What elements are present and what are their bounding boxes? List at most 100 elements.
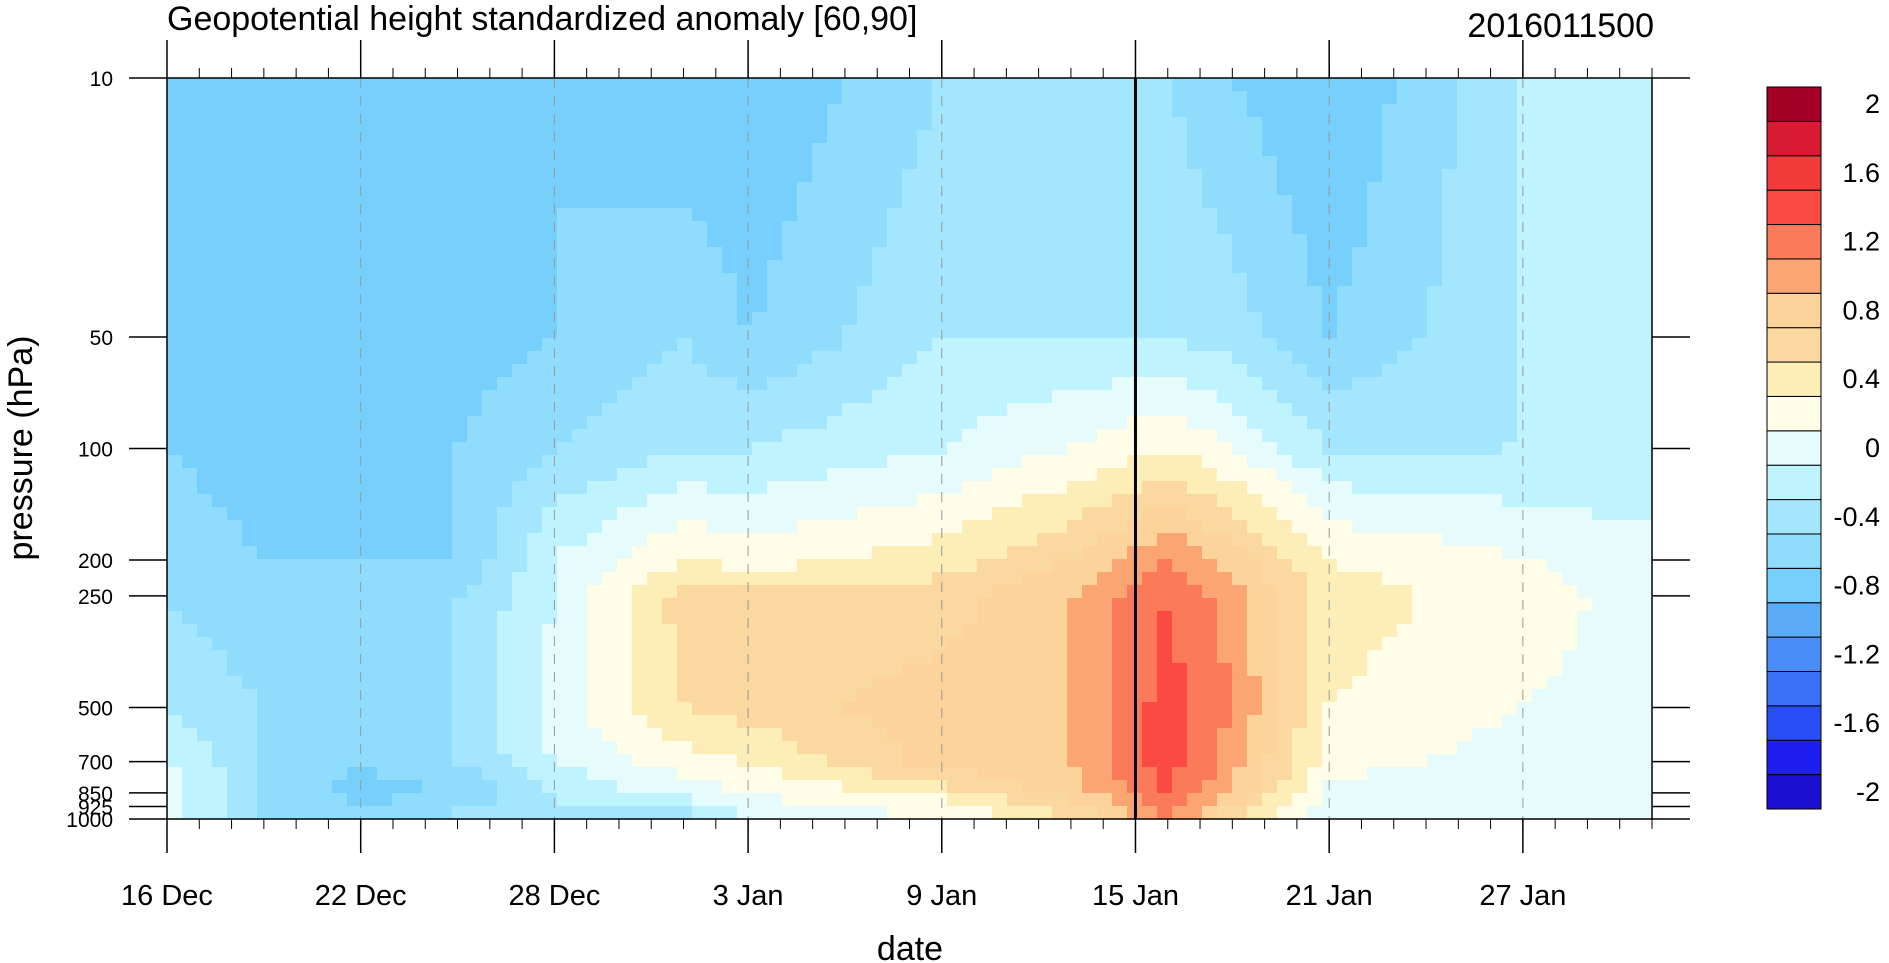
contour-cell (962, 637, 978, 651)
contour-cell (1382, 403, 1398, 417)
contour-cell (1262, 806, 1278, 820)
contour-cell (1367, 351, 1383, 365)
contour-cell (992, 481, 1008, 495)
contour-cell (1157, 624, 1173, 638)
contour-cell (647, 377, 663, 391)
contour-cell (1187, 208, 1203, 222)
contour-cell (722, 663, 738, 677)
contour-cell (407, 715, 423, 729)
contour-cell (1307, 91, 1323, 105)
contour-cell (1052, 442, 1068, 456)
contour-cell (467, 338, 483, 352)
contour-cell (602, 715, 618, 729)
contour-cell (377, 559, 393, 573)
contour-cell (1157, 104, 1173, 118)
contour-cell (227, 312, 243, 326)
contour-cell (1307, 689, 1323, 703)
contour-cell (212, 234, 228, 248)
contour-cell (647, 221, 663, 235)
contour-cell (1292, 793, 1308, 807)
contour-cell (1007, 559, 1023, 573)
contour-cell (1247, 247, 1263, 261)
contour-cell (842, 702, 858, 716)
contour-cell (167, 793, 183, 807)
contour-cell (857, 676, 873, 690)
contour-cell (1202, 520, 1218, 534)
contour-cell (677, 156, 693, 170)
contour-cell (1217, 676, 1233, 690)
contour-cell (1292, 585, 1308, 599)
contour-cell (1247, 234, 1263, 248)
contour-cell (947, 546, 963, 560)
contour-cell (602, 780, 618, 794)
contour-cell (602, 689, 618, 703)
contour-cell (1232, 338, 1248, 352)
contour-cell (1427, 221, 1443, 235)
contour-cell (1277, 117, 1293, 131)
contour-cell (317, 377, 333, 391)
contour-cell (887, 260, 903, 274)
contour-cell (587, 806, 603, 820)
contour-cell (1037, 598, 1053, 612)
contour-cell (752, 286, 768, 300)
contour-cell (812, 221, 828, 235)
contour-cell (257, 702, 273, 716)
contour-cell (422, 208, 438, 222)
contour-cell (1172, 156, 1188, 170)
contour-cell (407, 286, 423, 300)
contour-cell (1097, 663, 1113, 677)
contour-cell (917, 416, 933, 430)
contour-cell (317, 325, 333, 339)
contour-cell (1277, 156, 1293, 170)
contour-cell (1112, 78, 1128, 92)
contour-cell (872, 299, 888, 313)
contour-cell (1112, 598, 1128, 612)
contour-cell (272, 104, 288, 118)
contour-cell (617, 624, 633, 638)
contour-cell (1112, 741, 1128, 755)
contour-cell (782, 637, 798, 651)
contour-cell (1352, 169, 1368, 183)
contour-cell (842, 650, 858, 664)
contour-cell (752, 325, 768, 339)
contour-cell (932, 559, 948, 573)
contour-cell (287, 637, 303, 651)
contour-cell (1397, 559, 1413, 573)
contour-cell (377, 351, 393, 365)
contour-cell (692, 741, 708, 755)
contour-cell (497, 728, 513, 742)
contour-cell (1142, 572, 1158, 586)
contour-cell (242, 130, 258, 144)
contour-cell (272, 364, 288, 378)
contour-cell (1397, 143, 1413, 157)
contour-cell (1217, 156, 1233, 170)
contour-cell (1052, 689, 1068, 703)
contour-cell (917, 637, 933, 651)
contour-cell (1037, 91, 1053, 105)
contour-cell (617, 221, 633, 235)
contour-cell (1082, 780, 1098, 794)
contour-cell (1187, 156, 1203, 170)
contour-cell (1352, 572, 1368, 586)
contour-cell (872, 585, 888, 599)
contour-cell (542, 91, 558, 105)
contour-cell (887, 208, 903, 222)
contour-cell (347, 208, 363, 222)
contour-cell (1172, 754, 1188, 768)
contour-cell (497, 637, 513, 651)
contour-cell (242, 806, 258, 820)
contour-cell (302, 130, 318, 144)
contour-cell (1367, 182, 1383, 196)
contour-cell (542, 715, 558, 729)
contour-cell (572, 637, 588, 651)
contour-cell (932, 702, 948, 716)
contour-cell (332, 637, 348, 651)
contour-cell (962, 741, 978, 755)
contour-cell (1352, 533, 1368, 547)
contour-cell (677, 143, 693, 157)
contour-cell (902, 494, 918, 508)
contour-cell (1067, 806, 1083, 820)
contour-cell (782, 182, 798, 196)
contour-cell (167, 143, 183, 157)
contour-cell (887, 585, 903, 599)
